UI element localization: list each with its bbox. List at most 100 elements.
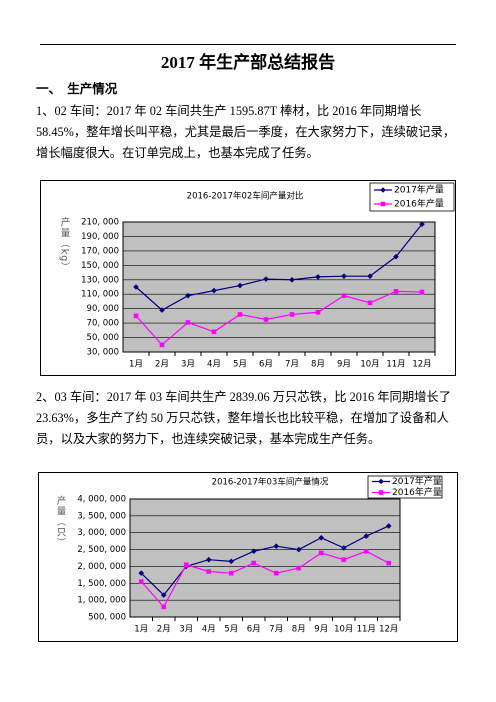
y-tick-label: 210, 000 — [81, 218, 119, 228]
data-point — [273, 570, 279, 576]
data-point — [419, 289, 425, 295]
data-point — [211, 329, 217, 335]
data-point — [138, 579, 144, 584]
paragraph: 1、02 车间：2017 年 02 车间共生产 1595.87T 棒材，比 20… — [36, 104, 456, 160]
y-tick-label: 190, 000 — [81, 232, 119, 242]
data-point — [393, 289, 399, 294]
data-point — [363, 533, 370, 539]
data-point — [133, 313, 139, 319]
y-tick-label: 1, 000, 000 — [77, 596, 126, 606]
x-tick-label: 2月 — [155, 360, 169, 370]
series-line — [135, 223, 423, 311]
x-tick-label: 10月 — [334, 625, 353, 635]
y-axis-label: 产量（kg） — [59, 217, 71, 273]
data-point — [263, 317, 269, 322]
data-point — [315, 274, 321, 280]
x-tick-label: 2月 — [157, 625, 171, 635]
x-tick-label: 6月 — [247, 625, 261, 635]
legend-label: 2016年产量 — [394, 198, 444, 210]
x-tick-label: 7月 — [269, 625, 283, 635]
legend-marker — [378, 490, 384, 495]
y-tick-label: 70, 000 — [87, 319, 119, 329]
legend-label: 2016年产量 — [392, 486, 442, 498]
plot-area — [122, 221, 436, 353]
data-point — [340, 545, 347, 551]
legend-marker — [380, 201, 386, 207]
y-tick-label: 500, 000 — [88, 613, 126, 623]
x-tick-label: 8月 — [311, 360, 325, 370]
data-point — [237, 312, 243, 317]
data-point — [341, 293, 347, 298]
data-point — [296, 565, 302, 571]
data-point — [138, 570, 145, 576]
x-tick-label: 5月 — [233, 360, 247, 370]
data-point — [205, 556, 212, 563]
data-point — [228, 558, 235, 565]
y-tick-label: 2, 500, 000 — [77, 545, 126, 555]
x-tick-label: 3月 — [181, 360, 195, 370]
x-tick-label: 11月 — [386, 360, 405, 370]
x-tick-label: 8月 — [292, 625, 306, 635]
doc-title: 2017 年生产部总结报告 — [160, 53, 336, 72]
data-point — [206, 569, 212, 574]
data-point — [159, 307, 165, 313]
plot-area — [129, 498, 401, 618]
legend-marker — [378, 478, 384, 485]
x-tick-label: 6月 — [259, 360, 273, 370]
y-tick-label: 3, 000, 000 — [77, 528, 126, 538]
chart-title: 2016-2017年03车间产量情况 — [212, 477, 329, 488]
data-point — [386, 560, 392, 566]
x-tick-label: 4月 — [202, 625, 216, 635]
x-tick-label: 9月 — [314, 625, 328, 635]
data-point — [159, 342, 165, 348]
x-tick-label: 7月 — [285, 360, 299, 370]
data-point — [367, 300, 373, 306]
data-point — [161, 604, 167, 610]
data-point — [289, 276, 295, 283]
data-point — [341, 557, 347, 562]
y-tick-label: 30, 000 — [87, 348, 119, 358]
data-point — [318, 534, 325, 541]
x-tick-label: 10月 — [360, 360, 379, 370]
y-axis-label: 产量（只） — [55, 495, 67, 548]
data-point — [251, 560, 257, 566]
x-tick-label: 1月 — [129, 360, 143, 370]
data-point — [318, 550, 324, 556]
legend-label: 2017年产量 — [392, 475, 442, 487]
header-rule — [40, 44, 456, 45]
data-point — [295, 546, 302, 553]
data-point — [228, 570, 234, 576]
data-point — [185, 320, 191, 325]
x-tick-label: 9月 — [337, 360, 351, 370]
y-tick-label: 130, 000 — [81, 275, 119, 285]
y-tick-label: 1, 500, 000 — [77, 579, 126, 589]
data-point — [363, 548, 369, 554]
x-tick-label: 5月 — [224, 625, 238, 635]
data-point — [250, 548, 257, 555]
legend-box — [369, 182, 455, 212]
y-tick-label: 110, 000 — [81, 290, 119, 300]
y-tick-label: 170, 000 — [81, 246, 119, 256]
series-line — [140, 550, 390, 608]
data-point — [289, 312, 295, 317]
data-point — [315, 309, 321, 315]
legend-label: 2017年产量 — [394, 184, 444, 196]
y-tick-label: 50, 000 — [87, 333, 119, 343]
chart-title: 2016-2017年02车间产量对比 — [187, 191, 304, 202]
y-tick-label: 150, 000 — [81, 261, 119, 271]
y-tick-label: 4, 000, 000 — [77, 495, 126, 505]
data-point — [211, 287, 217, 294]
section-heading: 一、 生产情况 — [36, 81, 118, 96]
data-point — [160, 592, 167, 598]
y-tick-label: 3, 500, 000 — [77, 511, 126, 521]
x-tick-label: 12月 — [379, 625, 398, 635]
paragraph: 2、03 车间：2017 年 03 车间共生产 2839.06 万只芯铁，比 2… — [36, 390, 452, 446]
x-tick-label: 12月 — [412, 360, 431, 370]
x-tick-label: 3月 — [179, 625, 193, 635]
x-tick-label: 4月 — [207, 360, 221, 370]
data-point — [133, 284, 139, 290]
data-point — [273, 543, 280, 549]
